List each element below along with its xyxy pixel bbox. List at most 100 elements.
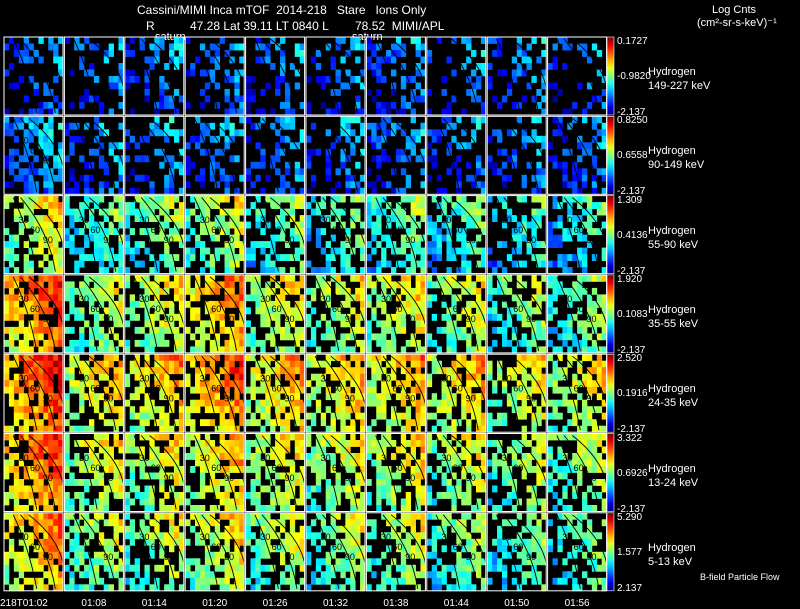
contour-label: 90: [103, 552, 113, 562]
contour-label: 90: [43, 552, 53, 562]
contour-label: 90: [43, 394, 53, 404]
contour-label: 90: [345, 314, 355, 324]
panel-r1-c8: [486, 115, 548, 195]
contour-line: [12, 38, 38, 114]
contour-line: [503, 118, 539, 193]
panel-frame: [365, 433, 426, 512]
contour-label: 60: [453, 463, 463, 473]
contour-line: [194, 118, 219, 193]
contour-line: [194, 197, 219, 272]
contour-label: 60: [513, 225, 523, 235]
contour-label: 90: [345, 552, 355, 562]
row-energy-label: 13-24 keV: [648, 476, 699, 489]
contour-label: 60: [513, 542, 523, 552]
contour-label: 30: [200, 215, 210, 225]
contour-label: 90: [405, 552, 415, 562]
orbit-info: 47.28 Lat 39.11 LT 0840 L 78.52 MIMI/APL: [190, 19, 445, 33]
contour-label: 60: [151, 542, 161, 552]
panel-frame: [124, 274, 185, 354]
contour-line: [375, 435, 400, 510]
panel-r0-c2: [124, 36, 186, 116]
contour-label: 30: [260, 453, 270, 463]
panel-frame: [184, 195, 245, 275]
contour-line: [382, 355, 419, 431]
panel-frame: [486, 353, 547, 433]
contour-line: [261, 38, 298, 114]
contour-label: 60: [151, 463, 161, 473]
contour-label: 90: [224, 473, 234, 483]
panel-r1-c6: [365, 115, 428, 195]
contour-label: 30: [19, 532, 29, 542]
contour-label: 60: [30, 304, 40, 314]
panel-frame: [3, 512, 64, 592]
contour-label: 90: [526, 314, 536, 324]
colorbar-min-label: 2.137: [617, 582, 643, 594]
colorbar-min-label: -2.137: [617, 107, 646, 118]
contour-label: 60: [151, 384, 161, 394]
contour-label: 30: [502, 215, 512, 225]
contour-label: 30: [139, 294, 149, 304]
contour-label: 90: [224, 314, 234, 324]
contour-label: 30: [139, 374, 149, 384]
contour-label: 30: [79, 532, 89, 542]
contour-line: [563, 38, 600, 114]
panel-r0-c8: [486, 36, 548, 116]
contour-label: 30: [381, 215, 391, 225]
contour-line: [20, 118, 56, 193]
contour-label: 30: [441, 294, 451, 304]
panel-r1-c7: [426, 115, 488, 195]
contour-line: [201, 276, 237, 351]
contour-line: [322, 355, 358, 431]
colorbar-mid-label: -0.9820: [617, 71, 651, 82]
contour-line: [503, 197, 539, 272]
contour-line: [496, 276, 521, 351]
colorbar-min-label: -2.137: [617, 424, 646, 436]
contour-label: 90: [587, 473, 597, 483]
row-species-label: Hydrogen: [648, 66, 696, 78]
contour-line: [375, 38, 400, 114]
panel-frame: [365, 36, 426, 116]
contour-label: 90: [103, 314, 113, 324]
contour-label: 60: [30, 384, 40, 394]
contour-label: 60: [574, 542, 584, 552]
contour-label: 60: [272, 463, 282, 473]
colorbar-r3: [606, 274, 615, 354]
panel-frame: [63, 36, 124, 116]
contour-line: [503, 355, 539, 431]
panel-frame: [305, 433, 366, 512]
contour-line: [435, 435, 460, 510]
contour-label: 30: [321, 294, 331, 304]
contour-label: 60: [211, 225, 221, 235]
contour-line: [322, 38, 358, 114]
contour-label: 30: [441, 453, 451, 463]
contour-line: [254, 276, 279, 351]
contour-line: [194, 435, 219, 510]
contour-label: 60: [90, 304, 100, 314]
contour-line: [496, 38, 521, 114]
contour-line: [12, 435, 38, 510]
panel-frame: [305, 195, 366, 275]
contour-line: [201, 38, 237, 114]
contour-line: [496, 197, 521, 272]
contour-label: 90: [43, 314, 53, 324]
x-tick-label: 01:26: [262, 598, 288, 609]
contour-label: 30: [79, 374, 89, 384]
row-species-label: Hydrogen: [648, 224, 696, 237]
contour-label: 30: [502, 532, 512, 542]
colorbar-max-label: 2.520: [617, 353, 643, 365]
contour-label: 30: [321, 374, 331, 384]
contour-label: 90: [405, 235, 415, 245]
contour-line: [556, 118, 581, 193]
